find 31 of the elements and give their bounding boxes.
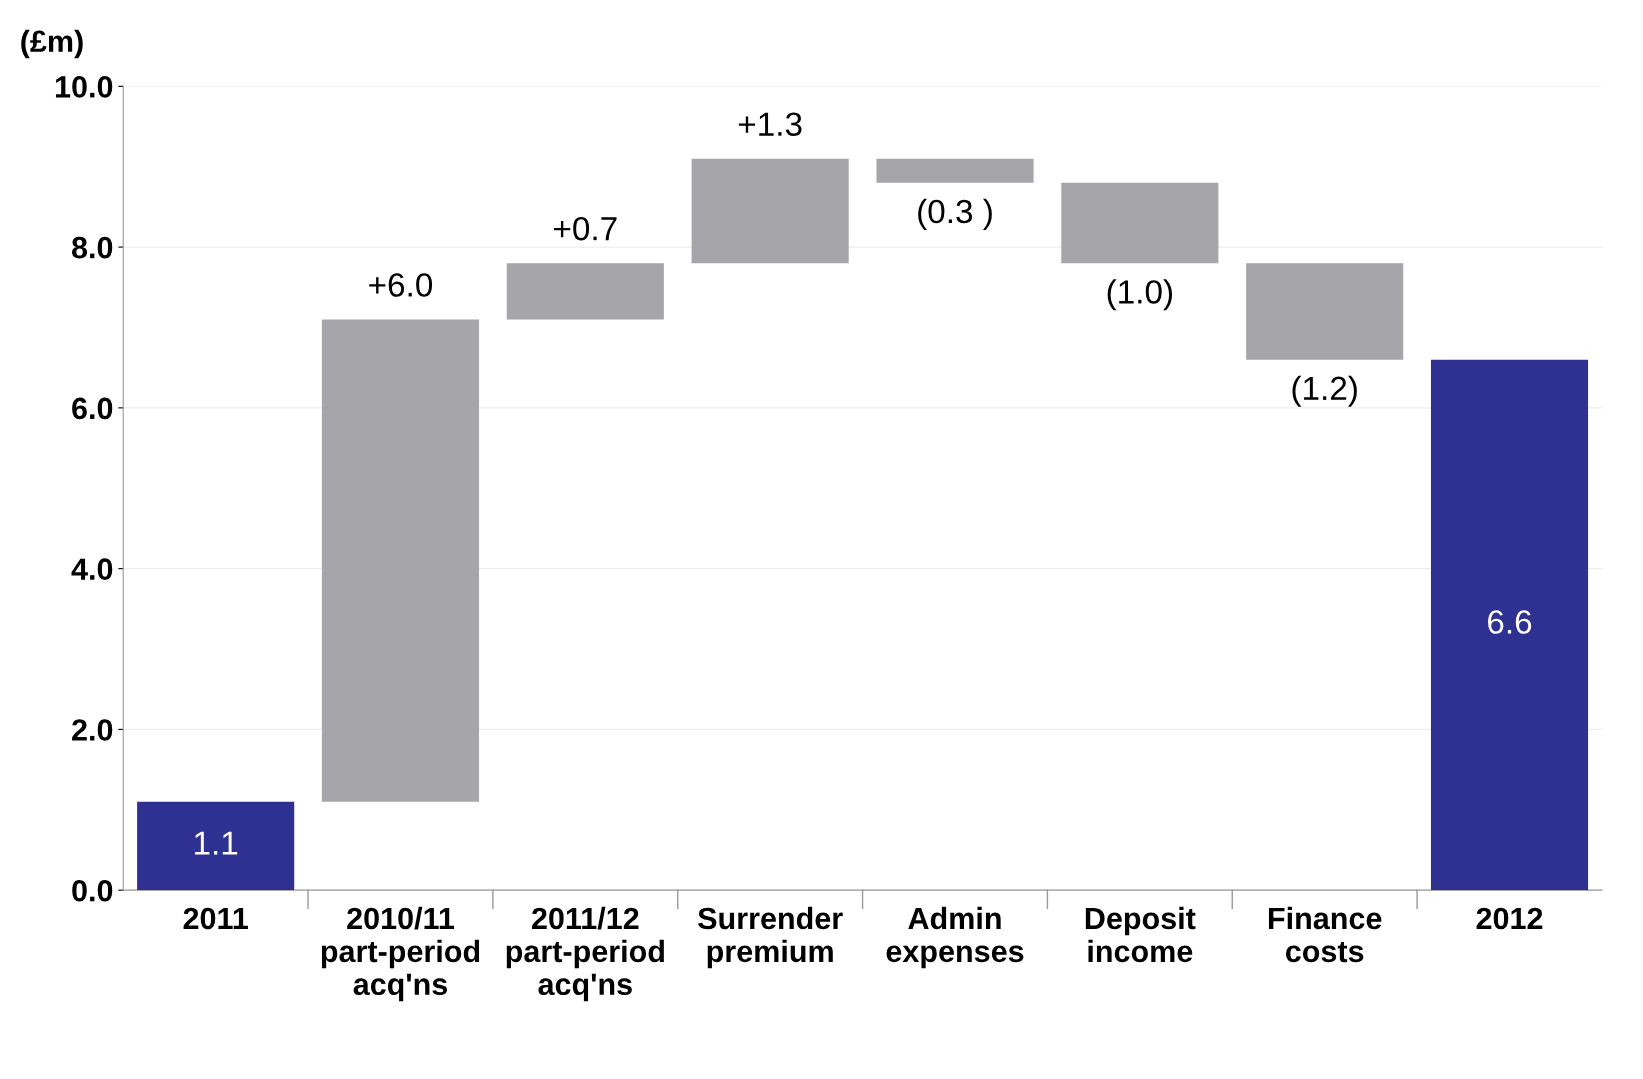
x-tick-label: 2011 bbox=[183, 907, 248, 930]
x-tick-label: Surrender premium bbox=[698, 906, 843, 969]
data-label: (0.3 ) bbox=[918, 198, 992, 230]
data-label: 6.6 bbox=[1488, 610, 1532, 634]
data-label: +0.7 bbox=[554, 216, 617, 241]
y-tick-label: 6.0 bbox=[72, 397, 113, 420]
data-label: +6.0 bbox=[369, 273, 433, 297]
bar bbox=[1246, 263, 1404, 360]
bar bbox=[1061, 182, 1219, 264]
x-tick-label: Deposit income bbox=[1085, 906, 1196, 963]
y-tick-label: 8.0 bbox=[72, 236, 113, 259]
bar bbox=[1430, 359, 1589, 891]
bar bbox=[876, 158, 1034, 183]
data-label: (1.2) bbox=[1292, 375, 1357, 407]
x-tick-label: 2012 bbox=[1476, 907, 1543, 930]
data-label: 1.1 bbox=[195, 831, 238, 855]
x-tick-label: 2010/11 part-period acq'ns bbox=[321, 906, 480, 1002]
y-tick-label: 10.0 bbox=[55, 76, 113, 98]
x-tick-label: Admin expenses bbox=[886, 906, 1024, 969]
bar bbox=[137, 801, 295, 891]
x-tick-label: 2011/12 part-period acq'ns bbox=[506, 906, 664, 1002]
data-label: (1.0) bbox=[1107, 279, 1173, 311]
bar bbox=[321, 319, 480, 802]
y-tick-label: 4.0 bbox=[71, 558, 113, 581]
bar bbox=[506, 263, 664, 320]
y-tick-label: 0.0 bbox=[72, 879, 113, 902]
x-tick-label: Finance costs bbox=[1268, 906, 1382, 963]
bar bbox=[691, 158, 849, 264]
y-axis-title: (£m) bbox=[21, 29, 83, 59]
data-label: +1.3 bbox=[738, 112, 802, 136]
y-tick-label: 2.0 bbox=[72, 719, 113, 741]
